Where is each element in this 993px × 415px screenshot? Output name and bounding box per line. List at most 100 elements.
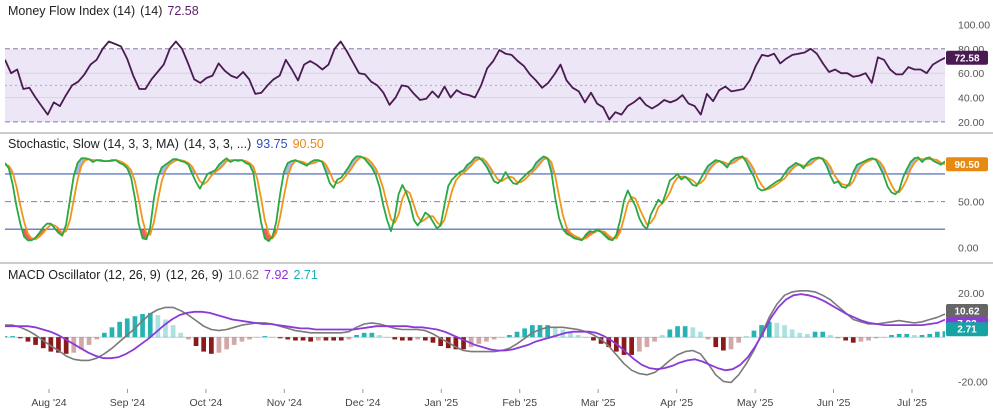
macd-histogram-bar bbox=[812, 331, 818, 338]
macd-histogram-bar bbox=[468, 337, 474, 348]
macd-histogram-bar bbox=[728, 337, 734, 350]
macd-histogram-bar bbox=[606, 337, 612, 348]
macd-histogram-bar bbox=[239, 337, 245, 342]
macd-histogram-bar bbox=[277, 337, 283, 339]
mfi-params: (14) bbox=[140, 4, 163, 18]
macd-histogram-bar bbox=[575, 335, 581, 338]
macd-line bbox=[5, 290, 945, 384]
macd-params: (12, 26, 9) bbox=[165, 268, 223, 282]
macd-histogram-bar bbox=[231, 337, 237, 345]
macd-histogram-bar bbox=[377, 335, 382, 338]
macd-histogram-bar bbox=[102, 332, 107, 338]
macd-histogram-bar bbox=[63, 337, 69, 354]
macd-histogram-bar bbox=[820, 331, 826, 338]
macd-value: 10.62 bbox=[227, 268, 260, 282]
macd-histogram-bar bbox=[751, 330, 757, 338]
macd-histogram-bar bbox=[782, 325, 787, 338]
macd-histogram-bar bbox=[124, 318, 130, 338]
mfi-last-badge: 72.58 bbox=[954, 53, 979, 64]
macd-plot bbox=[5, 290, 945, 384]
macd-histogram-bar bbox=[33, 337, 38, 345]
macd-histogram-bar bbox=[552, 327, 558, 338]
macd-histogram-bar bbox=[583, 337, 589, 338]
macd-histogram-bar bbox=[789, 329, 795, 338]
macd-histogram-bar bbox=[254, 337, 260, 338]
mfi-value: 72.58 bbox=[167, 4, 199, 18]
mfi-title: Money Flow Index (14) bbox=[8, 4, 136, 18]
macd-histogram-bar bbox=[293, 337, 298, 341]
x-tick-label: Sep '24 bbox=[110, 397, 145, 409]
macd-histogram-bar bbox=[109, 327, 115, 338]
y-tick-label: 20.00 bbox=[958, 288, 984, 300]
y-tick-label: 60.00 bbox=[958, 68, 984, 80]
macd-histogram-bar bbox=[713, 337, 719, 348]
macd-histogram-bar bbox=[568, 332, 573, 338]
macd-histogram-bar bbox=[17, 337, 23, 339]
macd-histogram-bar bbox=[591, 337, 596, 341]
x-tick-label: Apr '25 bbox=[660, 397, 693, 409]
stoch-k-value: 93.75 bbox=[256, 137, 288, 151]
stoch-title: Stochastic, Slow (14, 3, 3, MA) bbox=[8, 137, 179, 151]
macd-histogram-bar bbox=[354, 335, 359, 338]
macd-histogram-bar bbox=[507, 335, 512, 338]
macd-histogram-bar bbox=[132, 316, 138, 338]
x-tick-label: May '25 bbox=[737, 397, 774, 409]
stoch-d-line bbox=[5, 156, 945, 241]
macd-last-badge: 10.62 bbox=[954, 307, 979, 318]
macd-histogram-bar bbox=[835, 337, 841, 339]
macd-histogram-bar bbox=[224, 337, 229, 350]
macd-histogram-bar bbox=[491, 337, 497, 340]
y-tick-label: -20.00 bbox=[958, 376, 988, 388]
macd-histogram-bar bbox=[430, 337, 436, 343]
x-tick-label: Feb '25 bbox=[502, 397, 537, 409]
macd-histogram-bar bbox=[598, 337, 604, 344]
x-tick-label: Mar '25 bbox=[581, 397, 616, 409]
macd-histogram-bar bbox=[407, 337, 413, 341]
x-tick-label: Jun '25 bbox=[817, 397, 851, 409]
macd-histogram-bar bbox=[942, 331, 945, 338]
macd-histogram-bar bbox=[667, 329, 673, 338]
x-tick-label: Jan '25 bbox=[425, 397, 459, 409]
x-tick-label: Nov '24 bbox=[267, 397, 302, 409]
macd-histogram-bar bbox=[193, 337, 199, 346]
macd-histogram-bar bbox=[186, 337, 191, 340]
stoch-last-badge: 90.50 bbox=[954, 160, 979, 171]
macd-histogram-bar bbox=[935, 331, 940, 338]
macd-histogram-bar bbox=[216, 337, 222, 353]
macd-histogram-bar bbox=[797, 332, 803, 338]
signal-value: 7.92 bbox=[264, 268, 289, 282]
macd-histogram-bar bbox=[721, 337, 726, 351]
macd-histogram-bar bbox=[675, 326, 680, 338]
macd-histogram-bar bbox=[316, 337, 321, 341]
macd-histogram-bar bbox=[178, 332, 184, 338]
macd-histogram-bar bbox=[369, 332, 375, 338]
macd-histogram-bar bbox=[858, 337, 864, 342]
y-tick-label: 40.00 bbox=[958, 93, 984, 105]
x-tick-label: Oct '24 bbox=[189, 397, 222, 409]
macd-histogram-bar bbox=[170, 325, 176, 338]
mfi-last-badge-bg bbox=[946, 50, 988, 65]
y-tick-label: 20.00 bbox=[958, 117, 984, 129]
x-tick-label: Aug '24 bbox=[31, 397, 66, 409]
macd-histogram-bar bbox=[415, 337, 420, 340]
macd-histogram-bar bbox=[40, 337, 46, 349]
macd-histogram-bar bbox=[270, 337, 275, 338]
macd-histogram-bar bbox=[896, 333, 902, 338]
macd-histogram-bar bbox=[400, 337, 405, 341]
mfi-plot bbox=[5, 40, 945, 123]
macd-histogram-bar bbox=[850, 337, 856, 343]
macd-histogram-bar bbox=[866, 337, 871, 341]
mfi-series-line bbox=[5, 40, 945, 121]
macd-histogram-bar bbox=[484, 337, 489, 342]
macd-histogram-bar bbox=[828, 335, 833, 338]
macd-histogram-bar bbox=[690, 327, 696, 338]
macd-title: MACD Oscillator (12, 26, 9) bbox=[8, 268, 161, 282]
macd-histogram-bar bbox=[300, 337, 306, 341]
macd-histogram-bar bbox=[338, 337, 344, 341]
macd-histogram-bar bbox=[346, 337, 352, 340]
macd-histogram-bar bbox=[644, 337, 650, 348]
x-tick-label: Dec '24 bbox=[345, 397, 380, 409]
macd-histogram-bar bbox=[927, 333, 933, 338]
macd-histogram-bar bbox=[384, 337, 390, 338]
